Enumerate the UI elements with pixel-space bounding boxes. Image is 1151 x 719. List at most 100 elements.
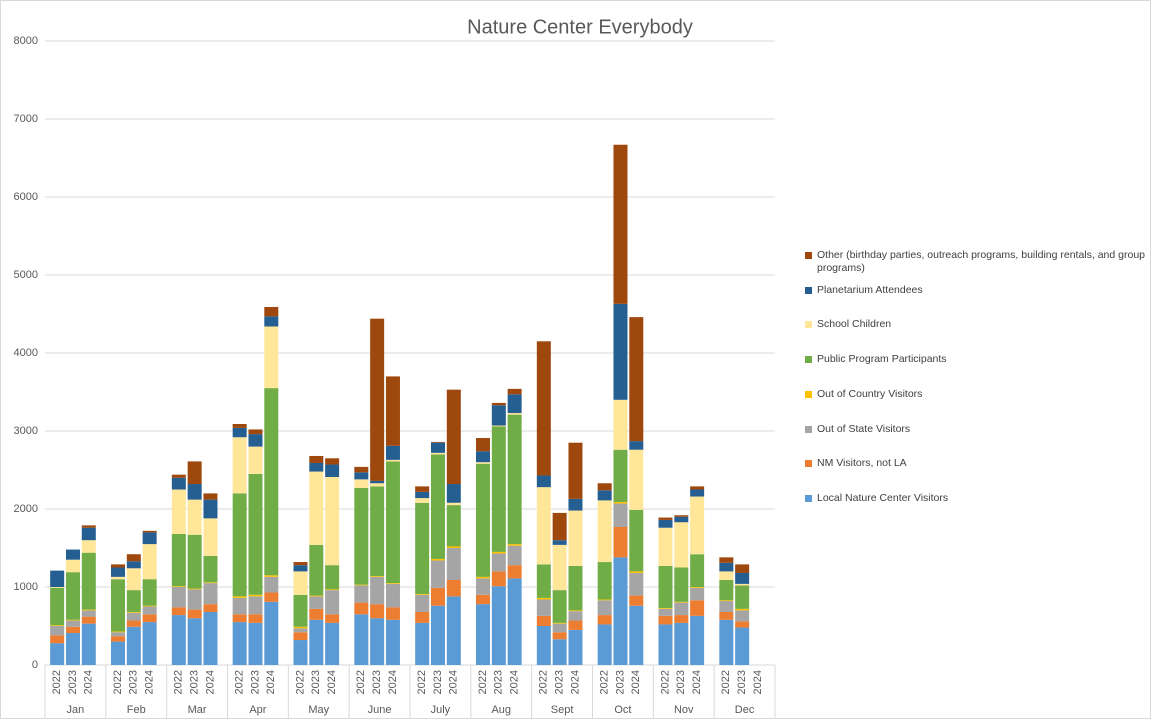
- bar-segment: [81, 610, 96, 617]
- x-tick-label: 2022: [477, 670, 489, 694]
- bar-segment: [568, 611, 583, 621]
- bar-segment: [491, 553, 506, 572]
- x-tick-label: 2024: [569, 670, 581, 694]
- bar-segment: [354, 584, 369, 586]
- x-tick-label: 2022: [234, 670, 246, 694]
- bar-segment: [629, 571, 644, 573]
- bar-segment: [111, 636, 125, 642]
- bar-segment: [629, 572, 644, 596]
- bar-segment: [446, 548, 461, 580]
- group-label: May: [308, 704, 329, 716]
- bar-segment: [536, 597, 551, 600]
- bar-segment: [735, 585, 750, 609]
- bar-segment: [232, 493, 247, 597]
- bar-segment: [430, 605, 445, 665]
- x-tick-label: 2024: [691, 670, 703, 694]
- bar-segment: [248, 622, 263, 665]
- bar-segment: [446, 389, 461, 485]
- bar-segment: [325, 477, 340, 566]
- bar-segment: [354, 466, 369, 473]
- bar-segment: [293, 594, 308, 627]
- bar-segment: [111, 641, 125, 665]
- y-tick-label: 7000: [14, 113, 38, 125]
- bar-segment: [674, 515, 689, 517]
- bar-segment: [507, 565, 522, 579]
- bar-segment: [65, 549, 80, 560]
- bar-segment: [690, 587, 705, 601]
- bar-segment: [264, 388, 279, 576]
- bar-segment: [203, 583, 218, 605]
- bar-segment: [629, 595, 644, 606]
- bar-segment: [248, 614, 263, 623]
- bar-segment: [187, 534, 202, 589]
- group-label: June: [368, 704, 392, 716]
- legend-label: Other (birthday parties, outreach progra…: [817, 249, 1146, 274]
- bar-segment: [552, 623, 567, 633]
- bar-segment: [674, 516, 689, 523]
- x-tick-label: 2022: [538, 670, 550, 694]
- bar-segment: [293, 562, 308, 566]
- x-tick-label: 2022: [720, 670, 732, 694]
- bar-segment: [142, 614, 157, 623]
- legend-label: Planetarium Attendees: [817, 283, 923, 296]
- bar-segment: [142, 579, 157, 606]
- bar-segment: [385, 619, 400, 665]
- bar-segment: [370, 604, 385, 619]
- bar-segment: [415, 491, 430, 499]
- bar-segment: [171, 489, 186, 534]
- bar-segment: [370, 318, 385, 481]
- bar-segment: [491, 425, 506, 427]
- bar-segment: [430, 558, 445, 561]
- bar-segment: [629, 441, 644, 450]
- bar-segment: [264, 601, 279, 665]
- bar-segment: [385, 583, 400, 584]
- group-label: Apr: [249, 704, 266, 716]
- bar-segment: [65, 572, 80, 620]
- bar-segment: [111, 567, 125, 577]
- bar-segment: [309, 595, 324, 597]
- bar-segment: [264, 326, 279, 389]
- bar-segment: [293, 628, 308, 633]
- bar-segment: [476, 594, 490, 605]
- bar-segment: [171, 474, 186, 478]
- bar-segment: [111, 576, 125, 580]
- bar-segment: [613, 526, 628, 558]
- bar-segment: [354, 614, 369, 665]
- bar-segment: [719, 611, 734, 620]
- y-tick-label: 0: [32, 659, 38, 671]
- bar-segment: [81, 527, 96, 541]
- x-tick-label: 2024: [83, 670, 95, 694]
- bar-segment: [719, 557, 734, 563]
- bar-segment: [690, 496, 705, 555]
- legend-swatch: [805, 286, 812, 294]
- x-tick-label: 2022: [112, 670, 124, 694]
- bar-segment: [629, 449, 644, 510]
- legend-swatch: [805, 252, 812, 259]
- bar-segment: [325, 464, 340, 478]
- bar-segment: [536, 475, 551, 488]
- bar-segment: [735, 572, 750, 584]
- bar-segment: [187, 499, 202, 535]
- legend-label: Out of Country Visitors: [817, 387, 923, 400]
- x-tick-label: 2023: [128, 670, 140, 694]
- bar-segment: [597, 615, 612, 625]
- bar-segment: [415, 502, 430, 595]
- bar-segment: [81, 609, 96, 611]
- bar-segment: [597, 599, 612, 601]
- bar-segment: [719, 571, 734, 580]
- bar-segment: [354, 479, 369, 488]
- bar-segment: [325, 589, 340, 591]
- x-tick-label: 2023: [614, 670, 626, 694]
- bar-segment: [552, 544, 567, 591]
- bar-segment: [232, 622, 247, 665]
- bar-segment: [446, 484, 461, 503]
- bar-segment: [385, 445, 400, 460]
- bar-segment: [370, 483, 385, 487]
- bar-segment: [536, 599, 551, 616]
- bar-segment: [507, 388, 522, 395]
- bar-segment: [385, 459, 400, 462]
- bar-segment: [476, 462, 490, 464]
- bar-segment: [719, 579, 734, 601]
- bar-segment: [370, 480, 385, 484]
